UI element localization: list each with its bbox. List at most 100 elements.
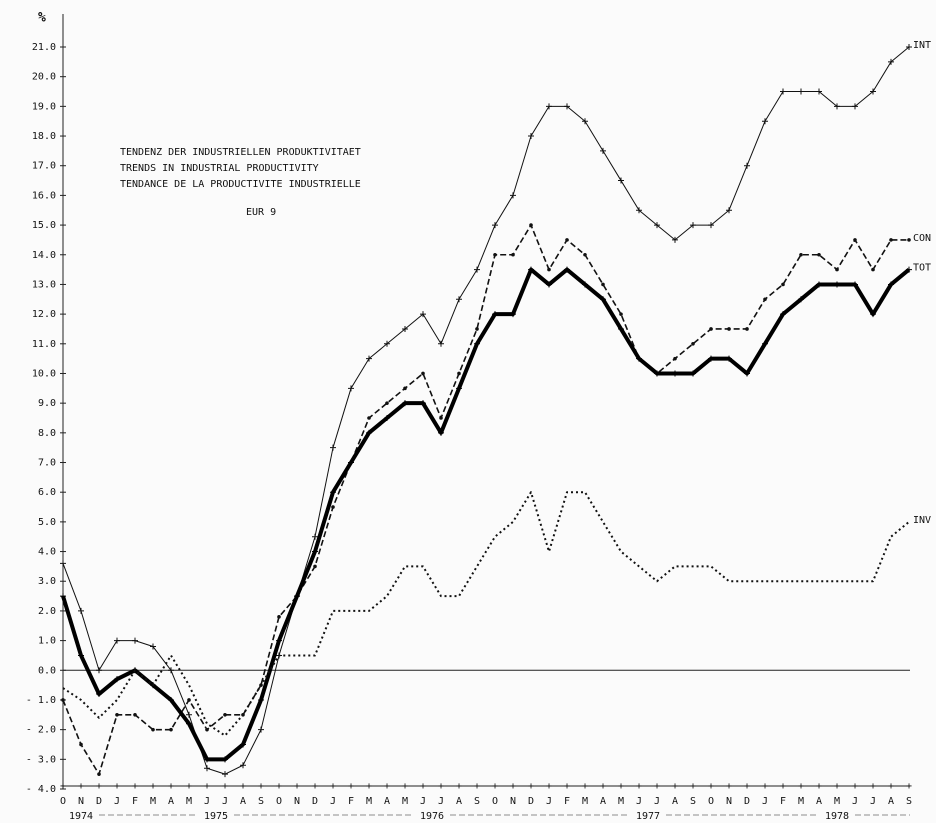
marker [691,342,695,346]
x-tick-label: O [60,796,66,807]
marker [96,691,102,698]
marker [636,207,642,214]
marker [582,281,588,288]
x-tick: + [222,781,228,792]
x-tick: + [96,781,102,792]
x-tick-label: J [420,796,426,807]
marker [420,311,426,318]
marker [834,281,840,288]
marker [547,267,551,272]
marker [583,252,587,257]
marker [889,238,893,242]
x-tick: + [798,781,804,792]
y-tick-label: 0.0 [38,665,56,676]
x-tick-label: J [636,796,642,807]
marker [888,58,894,65]
marker [223,713,227,717]
marker [870,311,876,318]
series-label: CON [913,233,931,244]
marker [475,327,479,331]
marker [762,340,768,347]
marker [780,88,786,95]
marker [546,103,552,110]
marker [600,147,606,154]
y-tick-label: - 2.0 [26,725,56,736]
y-tick-label: 9.0 [38,398,56,409]
marker [312,548,318,555]
x-tick: + [636,781,642,792]
marker [277,615,281,619]
x-tick: + [528,781,534,792]
y-tick-label: - 1.0 [26,695,56,706]
x-tick-label: J [852,796,858,807]
x-tick-label: S [258,796,264,807]
chart-title: TRENDS IN INDUSTRIAL PRODUCTIVITY [120,163,319,174]
x-tick-label: O [708,796,714,807]
x-tick-label: J [438,796,444,807]
chart-title: TENDENZ DER INDUSTRIELLEN PRODUKTIVITAET [120,147,361,158]
x-tick: + [402,781,408,792]
marker [654,222,660,229]
x-tick-label: J [870,796,876,807]
y-tick-label: 14.0 [32,250,56,261]
marker [907,238,911,242]
x-tick-label: A [888,796,894,807]
x-tick: + [168,781,174,792]
x-tick: + [870,781,876,792]
x-tick: + [78,781,84,792]
marker [763,297,767,302]
y-tick-label: 21.0 [32,42,56,53]
marker [169,727,173,732]
marker [186,720,192,727]
x-tick-label: N [78,796,84,807]
marker [420,400,426,407]
marker [780,311,786,318]
year-label: 1974 [69,811,93,822]
x-tick: + [276,781,282,792]
y-tick-label: 18.0 [32,131,56,142]
marker [726,207,732,214]
marker [510,192,516,199]
marker [456,296,462,303]
x-tick-label: M [150,796,156,807]
marker [565,238,569,242]
marker [708,355,714,362]
x-tick: + [60,781,66,792]
x-tick: + [348,781,354,792]
year-label: 1977 [636,811,660,822]
marker [816,281,822,288]
y-tick-label: - 4.0 [26,784,56,795]
marker [474,266,480,273]
marker [906,266,912,273]
marker [708,222,714,229]
series-line [62,224,909,775]
y-tick-label: 6.0 [38,487,56,498]
marker [366,429,372,436]
x-tick: + [204,781,210,792]
x-tick: + [186,781,192,792]
x-tick-label: J [222,796,228,807]
x-tick-label: F [132,796,138,807]
x-tick-label: J [546,796,552,807]
x-tick: + [150,781,156,792]
marker [888,281,894,288]
year-label: 1975 [204,811,228,822]
marker [385,401,389,405]
marker [619,312,623,316]
marker [690,222,696,229]
x-tick: + [474,781,480,792]
marker [402,325,408,332]
year-bg [198,808,234,822]
x-tick-label: N [294,796,300,807]
x-tick: + [114,781,120,792]
y-tick-label: 13.0 [32,279,56,290]
x-tick: + [312,781,318,792]
y-tick-label: 1.0 [38,636,56,647]
marker [906,44,912,50]
marker [492,311,498,318]
marker [330,444,336,451]
marker [222,771,228,778]
x-tick: + [672,781,678,792]
y-tick-label: 11.0 [32,339,56,350]
